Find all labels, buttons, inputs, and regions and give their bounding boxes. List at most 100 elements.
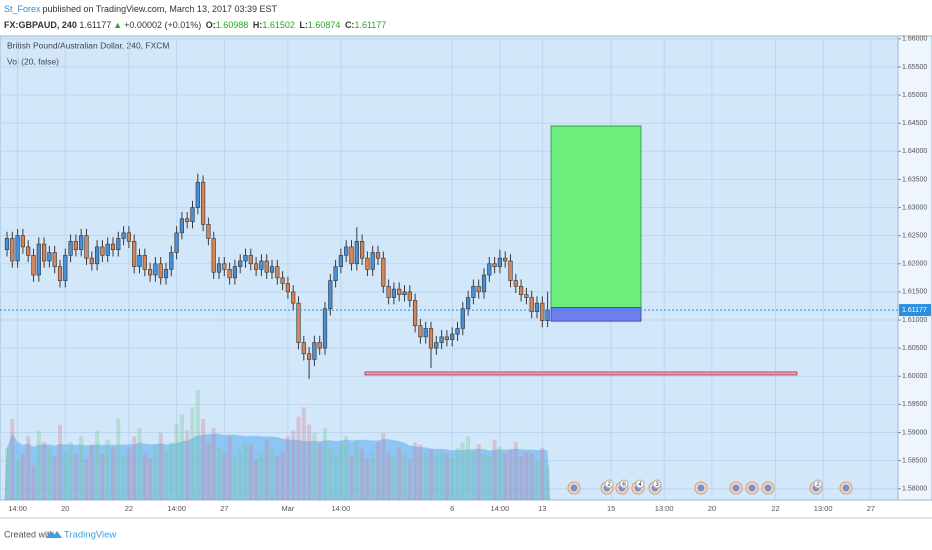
y-tick-label: 1.61000 [902,317,927,324]
h-key: H: [252,20,263,30]
volume-bar [169,442,174,500]
volume-bar [116,418,121,500]
volume-bar [360,449,365,500]
volume-bar [63,451,68,500]
volume-bar [201,418,206,500]
x-tick-label: 6 [450,504,454,513]
candle-body [359,240,365,259]
volume-bar [142,453,147,500]
volume-bar [333,453,338,500]
candle-body [201,181,206,225]
volume-bar [540,447,545,500]
y-tick-label: 1.62500 [902,233,927,240]
volume-bar [349,456,354,500]
candle-body [492,263,497,267]
author[interactable]: St_Forex [4,4,41,14]
volume-bar [476,444,481,500]
event-badge-bg [652,479,662,489]
candle-body [407,291,412,301]
candle-body [89,257,94,265]
x-tick-label: 13:00 [655,504,674,513]
candle-body [471,285,476,298]
candle-body [142,255,147,270]
candle-body [10,238,15,262]
y-tick-label: 1.64500 [902,120,927,127]
y-tick-label: 1.66000 [902,36,927,43]
candle-body [185,218,190,222]
volume-bar [397,447,402,500]
volume-bar [95,430,100,500]
event-flag [697,484,705,492]
volume-bar [26,436,31,500]
candle-body [248,255,253,265]
y-tick-label: 1.63500 [902,176,927,183]
event-badge: 6 [622,481,626,488]
event-badge: 2 [816,481,820,488]
candle-body [116,238,121,251]
y-tick-label: 1.64000 [902,148,927,155]
candle-body [333,266,338,281]
candle-body [195,181,200,208]
y-tick-label: 1.61500 [902,289,927,296]
y-tick-label: 1.60500 [902,345,927,352]
created-with: Created with [4,529,55,539]
volume-bar [243,442,248,500]
candle-body [73,240,78,251]
tv-logo [46,531,62,538]
volume-bar [545,465,550,500]
volume-bar [466,436,471,500]
candle-body [540,302,545,321]
volume-bar [503,453,508,500]
candle-body [259,260,264,270]
candle-body [439,336,444,343]
candle-body [26,246,31,256]
candle-body [428,328,434,349]
candle-body [370,252,375,270]
candle-body [338,255,344,267]
last-price-label: 1.61177 [902,307,927,314]
volume-bar [31,465,36,500]
volume-bar [471,451,476,500]
brand[interactable]: TradingView [64,530,116,541]
volume-bar [111,447,115,500]
volume-bar [460,442,465,500]
event-flag [842,484,850,492]
volume-bar [238,451,243,500]
volume-bar [68,442,73,500]
l-val: 1.60874 [307,20,341,30]
event-badge: 2 [607,481,611,488]
candle-body [121,232,126,239]
volume-bar [439,451,444,500]
volume-bar [307,424,312,500]
volume-bar [248,444,253,500]
y-tick-label: 1.58500 [902,457,927,464]
candle-body [179,218,185,234]
volume-bar [15,459,20,500]
candle-body [312,342,317,360]
volume-bar [529,453,534,500]
candle-body [216,263,222,273]
volume-bar [100,453,105,500]
candle-body [190,207,195,222]
candle-body [280,277,285,284]
volume-ma [4,433,551,500]
y-tick-label: 1.63000 [902,204,927,211]
candle-body [365,257,370,270]
x-tick-label: Mar [281,504,294,513]
volume-bar [158,432,163,500]
volume-bar [121,456,126,500]
plot-layer: 1.58000 1.58500 1.59000 1.59500 1.60000 1.605… [0,36,931,513]
candle-body [238,260,243,267]
change: +0.00002 (+0.01%) [124,20,202,30]
candle-body [434,342,439,349]
volume-bar [153,444,158,500]
volume-bar [338,444,343,500]
candle-body [450,333,455,341]
candle-body [47,252,52,262]
candle-body [306,353,312,360]
volume-bar [317,442,322,500]
candle-body [476,285,481,293]
volume-bar [301,407,306,500]
volume-bar [402,453,407,500]
candle-body [455,328,460,335]
